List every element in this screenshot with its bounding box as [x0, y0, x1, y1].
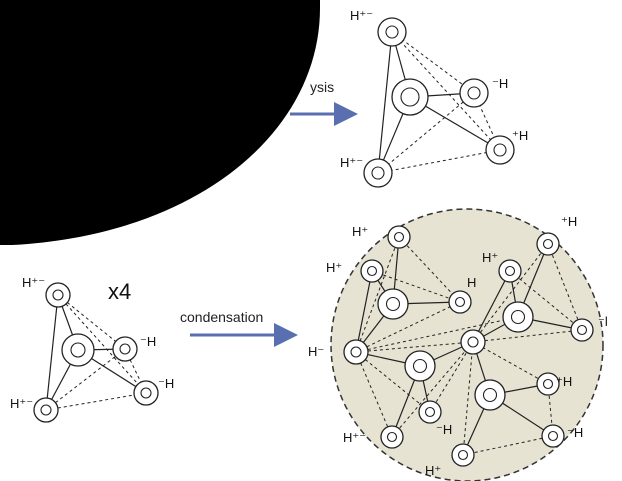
monomer-tetrahedron: H⁺⁻ ⁻H ⁻H H⁺⁻ [10, 275, 174, 423]
h-label: H⁺ [352, 224, 368, 239]
oxygen-atom [541, 424, 565, 448]
oxygen-atom [485, 135, 515, 165]
cluster-dashed-edges [355, 236, 583, 456]
h-label: ⁻H [436, 422, 452, 437]
black-mask-shape [0, 0, 320, 245]
oxygen-atom [451, 443, 475, 467]
h-label: H⁺⁻ [350, 8, 373, 23]
hydrolysis-label: ysis [310, 79, 334, 95]
h-label: ⁻H [492, 76, 508, 91]
silicon-atom [474, 379, 506, 411]
oxygen-atom [380, 425, 404, 449]
h-label: H⁺⁻ [343, 430, 366, 445]
h-label: H⁺⁻ [10, 396, 33, 411]
h-label: H⁺ [482, 250, 498, 265]
oxygen-atom [363, 158, 393, 188]
silicon-atom [61, 333, 95, 367]
oxygen-atom [536, 372, 560, 396]
condensed-cluster: H⁺ H⁺ H H⁺ ⁺H ⁻l H⁻ ⁺H H⁺⁻ ⁻H H⁺ ⁻H [308, 208, 608, 481]
silicon-atom [377, 288, 409, 320]
h-label: H⁺ [326, 260, 342, 275]
oxygen-atom [536, 232, 560, 256]
silicon-atom [404, 350, 436, 382]
oxygen-atom [133, 380, 159, 406]
oxygen-atom [360, 259, 384, 283]
cluster-silicons [377, 288, 534, 411]
condensation-label: condensation [180, 309, 263, 325]
h-label: H⁺⁻ [340, 155, 363, 170]
silicon-atom [502, 301, 534, 333]
hydrolyzed-tetrahedron: H⁺⁻ ⁻H ⁺H H⁺⁻ [340, 8, 528, 188]
oxygen-atom [448, 290, 472, 314]
oxygen-atom [377, 17, 407, 47]
cluster-oxygens [343, 225, 594, 467]
h-label: ⁺H [556, 374, 572, 389]
silicon-atom [391, 78, 429, 116]
oxygen-atom [45, 282, 71, 308]
oxygen-atom [112, 336, 138, 362]
oxygen-atom [570, 318, 594, 342]
h-label: ⁻H [158, 376, 174, 391]
oxygen-atom [343, 339, 369, 365]
h-label: ⁻H [567, 425, 583, 440]
oxygen-atom [387, 225, 411, 249]
h-label: H⁺⁻ [22, 275, 45, 290]
h-label: ⁻l [598, 314, 608, 329]
h-label: ⁺H [561, 214, 577, 229]
h-label: H [467, 275, 476, 290]
multiplier-label: x4 [108, 279, 131, 304]
h-label: H⁺ [425, 463, 441, 478]
h-label: H⁻ [308, 344, 324, 359]
oxygen-atom [418, 400, 442, 424]
oxygen-atom [460, 329, 486, 355]
h-label: ⁻H [140, 334, 156, 349]
h-label: ⁺H [512, 128, 528, 143]
oxygen-atom [498, 259, 522, 283]
oxygen-atom [459, 78, 489, 108]
oxygen-atom [33, 397, 59, 423]
